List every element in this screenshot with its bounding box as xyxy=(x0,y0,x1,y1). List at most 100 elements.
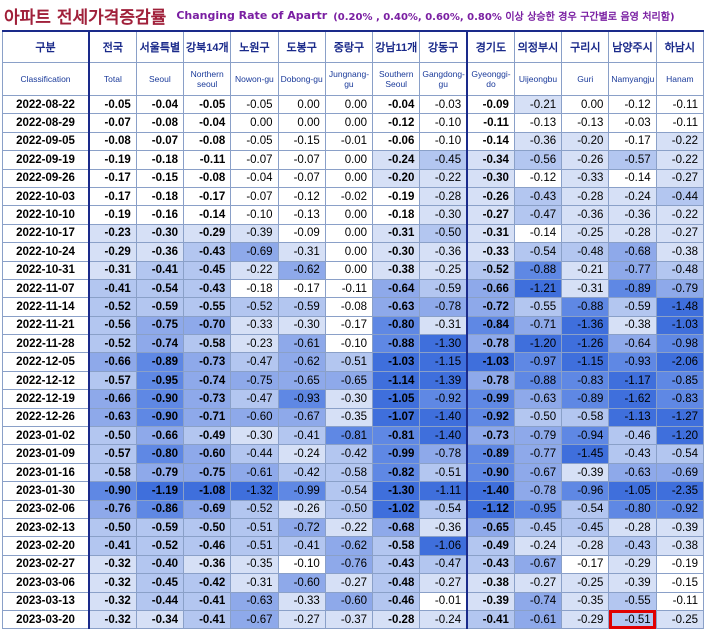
value-cell: -1.07 xyxy=(372,407,421,428)
date-cell: 2023-01-09 xyxy=(1,444,90,464)
value-cell: -0.78 xyxy=(419,444,468,464)
value-cell: -1.06 xyxy=(419,536,468,556)
value-cell: -0.52 xyxy=(87,334,137,354)
value-cell: -0.45 xyxy=(513,517,563,538)
value-cell: -0.05 xyxy=(87,94,137,115)
date-cell: 2022-09-19 xyxy=(1,150,90,170)
value-cell: -0.72 xyxy=(466,297,515,317)
value-cell: -0.02 xyxy=(324,186,374,207)
value-cell: -0.88 xyxy=(513,260,563,280)
column-header-ko: 강남11개 xyxy=(372,30,421,63)
table-row: 2022-10-17 -0.23 -0.30 -0.29 -0.39 -0.09 0.00-… xyxy=(1,223,705,244)
value-cell: -0.49 xyxy=(183,426,232,446)
value-cell: -0.01 xyxy=(419,591,468,611)
value-cell: -0.28 xyxy=(561,186,610,207)
column-header-en: Uijeongbu xyxy=(513,62,563,96)
value-cell: -0.45 xyxy=(135,573,185,593)
value-cell: -1.05 xyxy=(608,481,657,501)
value-cell: -0.50 xyxy=(324,499,374,519)
value-cell: -0.58 xyxy=(183,334,232,354)
value-cell: -1.40 xyxy=(419,426,468,446)
value-cell: -0.63 xyxy=(372,297,421,317)
value-cell: -0.36 xyxy=(561,205,610,225)
value-cell: -0.93 xyxy=(277,389,326,409)
value-cell: -0.27 xyxy=(277,609,326,630)
date-cell: 2022-11-07 xyxy=(1,278,90,299)
value-cell: -0.14 xyxy=(466,131,515,152)
value-cell: 0.00 xyxy=(277,113,326,133)
value-cell: -0.58 xyxy=(87,462,137,483)
value-cell: -0.39 xyxy=(655,517,705,538)
value-cell: -0.44 xyxy=(230,444,279,464)
value-cell: -1.19 xyxy=(135,481,185,501)
value-cell: -0.68 xyxy=(372,517,421,538)
value-cell: -0.48 xyxy=(561,242,610,262)
value-cell: -0.73 xyxy=(466,426,515,446)
value-cell: -0.11 xyxy=(655,591,705,611)
value-cell: -0.24 xyxy=(513,536,563,556)
value-cell: -1.08 xyxy=(183,481,232,501)
value-cell: -0.08 xyxy=(324,297,374,317)
value-cell: -0.81 xyxy=(324,426,374,446)
value-cell: -0.12 xyxy=(372,113,421,133)
value-cell: -0.05 xyxy=(230,131,279,152)
value-cell: -0.88 xyxy=(561,297,610,317)
table-row: 2022-09-05 -0.08 -0.07 -0.08 -0.05 -0.15 -0.01… xyxy=(1,131,705,152)
value-cell: -0.79 xyxy=(135,462,185,483)
value-cell: -0.95 xyxy=(513,499,563,519)
value-cell: -0.54 xyxy=(513,242,563,262)
date-cell: 2022-10-10 xyxy=(1,205,90,225)
value-cell: -0.24 xyxy=(608,186,657,207)
value-cell: -0.76 xyxy=(324,554,374,575)
value-cell: -1.20 xyxy=(655,426,705,446)
value-cell: -0.18 xyxy=(135,150,185,170)
date-cell: 2023-02-27 xyxy=(1,554,90,575)
value-cell: -0.83 xyxy=(561,370,610,391)
value-cell: -0.66 xyxy=(466,278,515,299)
value-cell: -0.22 xyxy=(230,260,279,280)
value-cell: -0.51 xyxy=(230,517,279,538)
value-cell: -0.43 xyxy=(183,242,232,262)
table-row: 2022-11-21 -0.56 -0.75 -0.70 -0.33 -0.30 -0.17… xyxy=(1,315,705,336)
table-row: 2023-03-13 -0.32 -0.44 -0.41 -0.63 -0.33 -0.60… xyxy=(1,591,705,611)
value-cell: -0.50 xyxy=(87,517,137,538)
date-cell: 2023-02-06 xyxy=(1,499,90,519)
value-cell: 0.00 xyxy=(277,94,326,115)
value-cell: -0.51 xyxy=(324,352,374,372)
value-cell: -0.52 xyxy=(230,499,279,519)
value-cell: -0.26 xyxy=(466,186,515,207)
value-cell: -0.59 xyxy=(608,297,657,317)
value-cell: -0.03 xyxy=(608,113,657,133)
value-cell: -0.98 xyxy=(655,334,705,354)
value-cell: -0.29 xyxy=(87,242,137,262)
value-cell: 0.00 xyxy=(324,260,374,280)
value-cell: -0.04 xyxy=(135,94,185,115)
value-cell: -0.50 xyxy=(87,426,137,446)
value-cell: -2.06 xyxy=(655,352,705,372)
value-cell: -0.85 xyxy=(655,370,705,391)
value-cell: -0.17 xyxy=(561,554,610,575)
column-header-en: Southern Seoul xyxy=(372,62,421,96)
value-cell: -0.60 xyxy=(277,573,326,593)
value-cell: -1.15 xyxy=(561,352,610,372)
value-cell: -0.39 xyxy=(561,462,610,483)
value-cell: -0.36 xyxy=(419,242,468,262)
value-cell: -0.33 xyxy=(466,242,515,262)
value-cell: -0.57 xyxy=(87,444,137,464)
value-cell: -0.29 xyxy=(183,223,232,244)
value-cell: -0.65 xyxy=(324,370,374,391)
value-cell: -0.39 xyxy=(608,573,657,593)
value-cell: -0.41 xyxy=(183,591,232,611)
value-cell: -0.10 xyxy=(277,554,326,575)
value-cell: -0.84 xyxy=(466,315,515,336)
value-cell: -0.74 xyxy=(135,334,185,354)
date-cell: 2022-10-31 xyxy=(1,260,90,280)
value-cell: -0.36 xyxy=(183,554,232,575)
date-cell: 2022-12-19 xyxy=(1,389,90,409)
value-cell: -0.22 xyxy=(655,150,705,170)
value-cell: -0.13 xyxy=(277,205,326,225)
date-cell: 2022-08-22 xyxy=(1,94,90,115)
value-cell: -0.14 xyxy=(183,205,232,225)
value-cell: -0.97 xyxy=(513,352,563,372)
value-cell: -0.07 xyxy=(135,131,185,152)
